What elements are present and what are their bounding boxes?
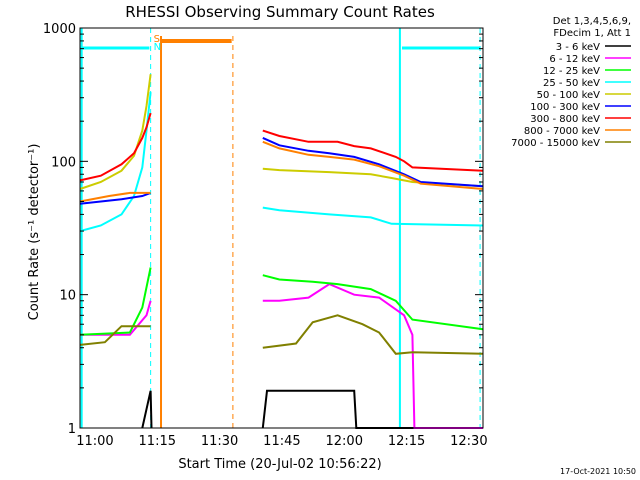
legend-label: 25 - 50 keV	[543, 78, 600, 89]
x-tick-label: 11:45	[263, 434, 300, 449]
x-tick-label: 11:15	[139, 434, 176, 449]
series-line-7-seg-0	[79, 191, 151, 203]
legend-header: FDecim 1, Att 1	[553, 28, 631, 39]
series-line-6-seg-0	[79, 112, 152, 182]
axes: 1 10 100 1000 11:00 11:15 11:30 11:45 12:00 12:15…	[43, 22, 488, 449]
series-line-2-seg-0	[79, 267, 152, 336]
series-line-4-seg-0	[79, 74, 152, 190]
y-tick-label: 10	[59, 289, 76, 304]
series-line-1-seg-1	[262, 282, 483, 429]
series-line-5-seg-0	[79, 191, 151, 205]
x-tick-label: 12:15	[388, 434, 425, 449]
legend-header: Det 1,3,4,5,6,9,	[553, 16, 631, 27]
footer-date: 17-Oct-2021 10:50	[560, 467, 636, 476]
y-tick-label: 1000	[43, 22, 76, 37]
series-line-1-seg-0	[80, 300, 152, 336]
legend-label: 3 - 6 keV	[556, 42, 600, 53]
x-tick-label: 11:00	[76, 434, 113, 449]
legend-label: 7000 - 15000 keV	[511, 138, 600, 149]
y-tick-label: 1	[68, 422, 76, 437]
legend-label: 800 - 7000 keV	[524, 126, 600, 137]
series-line-6-seg-1	[262, 129, 484, 172]
legend-label: 12 - 25 keV	[543, 66, 600, 77]
x-tick-label: 12:00	[326, 434, 363, 449]
series-line-0-seg-0	[141, 390, 153, 429]
series-line-8-seg-1	[262, 314, 484, 355]
series-line-5-seg-1	[262, 136, 484, 188]
annotation-n: N	[154, 42, 161, 53]
plot-frame	[79, 27, 484, 429]
series-line-2-seg-1	[262, 274, 484, 331]
y-tick-label: 100	[51, 155, 76, 170]
chart-title: RHESSI Observing Summary Count Rates	[125, 3, 435, 21]
series-line-3-seg-0	[79, 92, 152, 233]
series-line-8-seg-0	[79, 325, 151, 346]
legend-label: 300 - 800 keV	[530, 114, 600, 125]
x-tick-label: 12:30	[450, 434, 487, 449]
series-line-4-seg-1	[262, 167, 484, 188]
series-line-3-seg-1	[262, 206, 484, 227]
x-axis-label: Start Time (20-Jul-02 10:56:22)	[178, 457, 381, 472]
legend-label: 6 - 12 keV	[549, 54, 600, 65]
y-axis-label: Count Rate (s⁻¹ detector⁻¹)	[27, 144, 42, 321]
x-tick-label: 11:30	[201, 434, 238, 449]
legend-label: 100 - 300 keV	[530, 102, 600, 113]
legend-label: 50 - 100 keV	[537, 90, 601, 101]
legend: Det 1,3,4,5,6,9,FDecim 1, Att 1 3 - 6 keV…	[511, 16, 631, 149]
series-line-7-seg-1	[262, 140, 484, 190]
annotation-s: S	[154, 34, 160, 45]
